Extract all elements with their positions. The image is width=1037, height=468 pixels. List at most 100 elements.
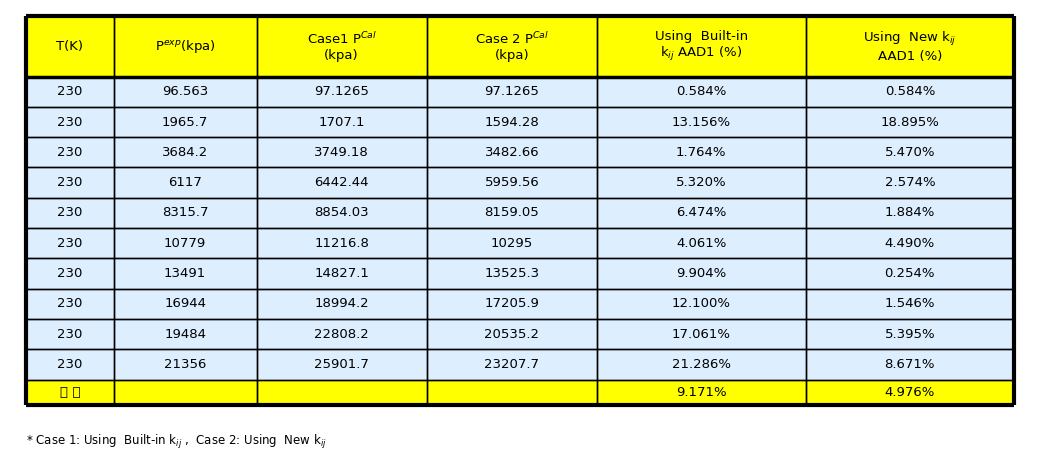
Text: 230: 230	[57, 85, 83, 98]
Text: 8854.03: 8854.03	[314, 206, 369, 219]
Text: 9.904%: 9.904%	[676, 267, 726, 280]
Bar	[597, 168, 806, 198]
Text: 97.1265: 97.1265	[484, 85, 539, 98]
Text: 21356: 21356	[164, 358, 206, 371]
Bar	[26, 258, 114, 289]
Bar	[256, 16, 426, 77]
Text: 4.490%: 4.490%	[885, 237, 935, 250]
Text: 5.470%: 5.470%	[885, 146, 935, 159]
Bar	[806, 137, 1014, 168]
Text: 1965.7: 1965.7	[162, 116, 208, 129]
Text: 8159.05: 8159.05	[484, 206, 539, 219]
Text: 0.584%: 0.584%	[885, 85, 935, 98]
Bar	[426, 289, 597, 319]
Text: 230: 230	[57, 176, 83, 189]
Bar	[114, 349, 256, 380]
Text: 10779: 10779	[164, 237, 206, 250]
Bar	[426, 380, 597, 405]
Text: 5.395%: 5.395%	[885, 328, 935, 341]
Bar	[806, 16, 1014, 77]
Text: 1.546%: 1.546%	[885, 297, 935, 310]
Bar	[426, 258, 597, 289]
Bar	[26, 198, 114, 228]
Text: 23207.7: 23207.7	[484, 358, 539, 371]
Text: 25901.7: 25901.7	[314, 358, 369, 371]
Text: Case1 P$^{Cal}$
(kpa): Case1 P$^{Cal}$ (kpa)	[307, 31, 376, 62]
Text: 5959.56: 5959.56	[484, 176, 539, 189]
Text: 평 균: 평 균	[59, 386, 80, 399]
Bar	[597, 228, 806, 258]
Bar	[806, 228, 1014, 258]
Bar	[806, 289, 1014, 319]
Text: 97.1265: 97.1265	[314, 85, 369, 98]
Bar	[114, 16, 256, 77]
Bar	[256, 77, 426, 107]
Text: 96.563: 96.563	[162, 85, 208, 98]
Text: * Case 1: Using  Built-in k$_{ij}$ ,  Case 2: Using  New k$_{ij}$: * Case 1: Using Built-in k$_{ij}$ , Case…	[26, 433, 327, 451]
Bar	[426, 107, 597, 137]
Text: 16944: 16944	[164, 297, 206, 310]
Text: 17.061%: 17.061%	[672, 328, 731, 341]
Bar	[26, 16, 114, 77]
Text: 10295: 10295	[491, 237, 533, 250]
Bar	[806, 198, 1014, 228]
Bar	[256, 258, 426, 289]
Text: 22808.2: 22808.2	[314, 328, 369, 341]
Bar	[426, 349, 597, 380]
Bar	[806, 168, 1014, 198]
Bar	[114, 380, 256, 405]
Bar	[597, 16, 806, 77]
Bar	[256, 168, 426, 198]
Bar	[426, 137, 597, 168]
Text: Using  Built-in
k$_{ij}$ AAD1 (%): Using Built-in k$_{ij}$ AAD1 (%)	[654, 30, 748, 63]
Text: 17205.9: 17205.9	[484, 297, 539, 310]
Text: 1.884%: 1.884%	[885, 206, 935, 219]
Text: P$^{exp}$(kpa): P$^{exp}$(kpa)	[155, 38, 216, 55]
Text: Using  New k$_{ij}$
AAD1 (%): Using New k$_{ij}$ AAD1 (%)	[863, 30, 957, 63]
Bar	[114, 319, 256, 349]
Text: 3749.18: 3749.18	[314, 146, 369, 159]
Bar	[114, 107, 256, 137]
Bar	[426, 228, 597, 258]
Bar	[114, 198, 256, 228]
Text: 6442.44: 6442.44	[314, 176, 369, 189]
Text: 1594.28: 1594.28	[484, 116, 539, 129]
Text: 3684.2: 3684.2	[162, 146, 208, 159]
Bar	[26, 228, 114, 258]
Bar	[806, 349, 1014, 380]
Text: 230: 230	[57, 206, 83, 219]
Bar	[426, 198, 597, 228]
Bar	[806, 107, 1014, 137]
Text: 8315.7: 8315.7	[162, 206, 208, 219]
Bar	[256, 228, 426, 258]
Text: 230: 230	[57, 328, 83, 341]
Bar	[597, 319, 806, 349]
Text: 0.254%: 0.254%	[885, 267, 935, 280]
Bar	[597, 198, 806, 228]
Text: 8.671%: 8.671%	[885, 358, 935, 371]
Bar	[26, 168, 114, 198]
Bar	[426, 168, 597, 198]
Bar	[426, 16, 597, 77]
Text: 4.061%: 4.061%	[676, 237, 727, 250]
Bar	[256, 319, 426, 349]
Text: 0.584%: 0.584%	[676, 85, 727, 98]
Text: 230: 230	[57, 116, 83, 129]
Text: 6.474%: 6.474%	[676, 206, 727, 219]
Bar	[256, 349, 426, 380]
Bar	[26, 380, 114, 405]
Text: 230: 230	[57, 267, 83, 280]
Text: 19484: 19484	[164, 328, 206, 341]
Text: 18994.2: 18994.2	[314, 297, 369, 310]
Text: 4.976%: 4.976%	[885, 386, 935, 399]
Bar	[806, 258, 1014, 289]
Text: 13491: 13491	[164, 267, 206, 280]
Bar	[114, 77, 256, 107]
Bar	[26, 77, 114, 107]
Bar	[426, 319, 597, 349]
Text: 6117: 6117	[168, 176, 202, 189]
Text: 1.764%: 1.764%	[676, 146, 727, 159]
Text: 11216.8: 11216.8	[314, 237, 369, 250]
Bar	[256, 198, 426, 228]
Text: 21.286%: 21.286%	[672, 358, 731, 371]
